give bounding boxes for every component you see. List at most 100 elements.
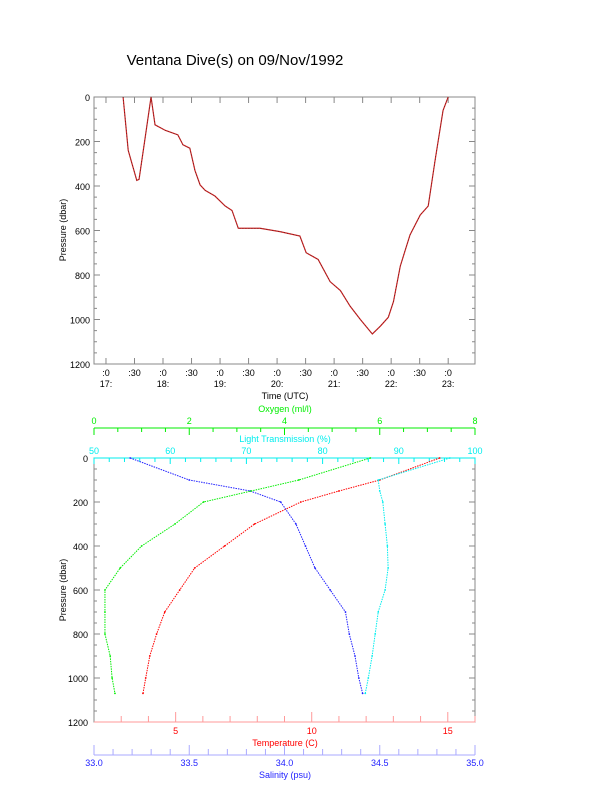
light-tick-label: 50: [89, 446, 99, 456]
y-tick-label: 600: [75, 227, 90, 237]
light-tick-label: 100: [467, 446, 482, 456]
x-tick-label: :30: [356, 368, 369, 378]
salinity-point: [188, 479, 191, 481]
temperature-point: [155, 633, 158, 635]
chart-title: Ventana Dive(s) on 09/Nov/1992: [127, 52, 344, 69]
light-transmission-point: [384, 589, 386, 591]
y-tick-label: 400: [73, 542, 88, 552]
salinity-tick-label: 34.0: [276, 758, 294, 768]
light-transmission-point: [364, 692, 367, 695]
salinity-tick-label: 33.0: [85, 758, 103, 768]
x-tick-label: :0: [444, 368, 452, 378]
y-axis-label: Pressure (dbar): [58, 199, 68, 262]
temperature-point: [438, 457, 441, 459]
oxygen-point: [104, 589, 106, 591]
temperature-point: [193, 567, 196, 569]
x-tick-label: :0: [216, 368, 224, 378]
salinity-axis-label: Salinity (psu): [259, 770, 311, 780]
y-tick-label: 800: [73, 630, 88, 640]
temperature-point: [144, 677, 147, 679]
light-transmission-point: [377, 479, 380, 481]
plot-frame: [93, 96, 476, 365]
temperature-point: [178, 589, 181, 591]
y-tick-label: 0: [83, 454, 88, 464]
y-axis-label: Pressure (dbar): [58, 559, 68, 622]
oxygen-tick-label: 0: [91, 416, 96, 426]
y-tick-label: 600: [73, 586, 88, 596]
salinity-tick-label: 35.0: [466, 758, 484, 768]
y-tick-label: 400: [75, 182, 90, 192]
oxygen-tick-label: 2: [187, 416, 192, 426]
light-tick-label: 90: [394, 446, 404, 456]
salinity-point: [129, 457, 132, 459]
oxygen-point: [119, 567, 122, 569]
x-tick-hour-label: 23:: [442, 379, 455, 389]
light-transmission-point: [381, 501, 384, 503]
x-tick-label: :30: [299, 368, 312, 378]
y-tick-label: 1200: [68, 718, 88, 728]
oxygen-point: [202, 501, 205, 503]
salinity-point: [314, 567, 316, 569]
oxygen-point: [114, 692, 116, 695]
oxygen-point: [140, 545, 143, 547]
light-transmission-point: [378, 490, 381, 492]
light-axis-label: Light Transmission (%): [239, 434, 331, 444]
x-tick-label: :30: [413, 368, 426, 378]
temperature-point: [299, 501, 302, 503]
x-axis-label: Time (UTC): [262, 391, 309, 401]
temperature-tick-label: 5: [173, 726, 178, 736]
temperature-point: [163, 611, 166, 613]
light-tick-label: 60: [165, 446, 175, 456]
oxygen-axis-label: Oxygen (ml/l): [258, 404, 312, 414]
x-tick-label: :0: [273, 368, 281, 378]
temperature-point: [253, 523, 256, 525]
oxygen-point: [297, 479, 300, 481]
oxygen-tick-label: 8: [472, 416, 477, 426]
salinity-tick-label: 33.5: [180, 758, 198, 768]
light-transmission-profile: [364, 457, 451, 694]
temperature-point: [148, 655, 151, 657]
x-tick-label: :0: [102, 368, 110, 378]
y-tick-label: 1200: [70, 360, 90, 370]
oxygen-point: [104, 633, 106, 635]
salinity-point: [348, 633, 351, 635]
salinity-point: [279, 501, 282, 503]
temperature-tick-label: 15: [443, 726, 453, 736]
x-tick-hour-label: 17:: [100, 379, 113, 389]
light-transmission-point: [377, 611, 380, 613]
salinity-point: [357, 677, 360, 679]
salinity-tick-label: 34.5: [371, 758, 389, 768]
x-tick-hour-label: 22:: [385, 379, 398, 389]
salinity-point: [354, 655, 356, 657]
y-tick-label: 1000: [70, 316, 90, 326]
x-tick-label: :0: [159, 368, 167, 378]
y-tick-label: 1000: [68, 674, 88, 684]
temperature-point: [338, 490, 340, 492]
profile-plot-frame: [93, 457, 476, 723]
light-transmission-point: [386, 545, 389, 547]
light-transmission-point: [448, 457, 451, 459]
x-tick-hour-label: 21:: [328, 379, 341, 389]
dive-profile-line: [122, 96, 449, 335]
salinity-point: [295, 523, 297, 525]
temperature-axis-label: Temperature (C): [252, 738, 318, 748]
oxygen-point: [104, 611, 106, 613]
salinity-point: [329, 589, 332, 591]
x-tick-label: :30: [185, 368, 198, 378]
salinity-point: [361, 692, 364, 695]
x-tick-hour-label: 18:: [157, 379, 170, 389]
light-tick-label: 80: [318, 446, 328, 456]
light-transmission-point: [374, 633, 377, 635]
temperature-point: [142, 692, 144, 695]
light-transmission-point: [371, 655, 374, 657]
y-tick-label: 200: [73, 498, 88, 508]
oxygen-point: [109, 655, 112, 657]
oxygen-point: [369, 457, 372, 459]
oxygen-tick-label: 4: [282, 416, 287, 426]
x-tick-label: :0: [387, 368, 395, 378]
dive-profile-overlay: [122, 96, 449, 335]
x-tick-hour-label: 19:: [214, 379, 227, 389]
y-tick-label: 800: [75, 271, 90, 281]
